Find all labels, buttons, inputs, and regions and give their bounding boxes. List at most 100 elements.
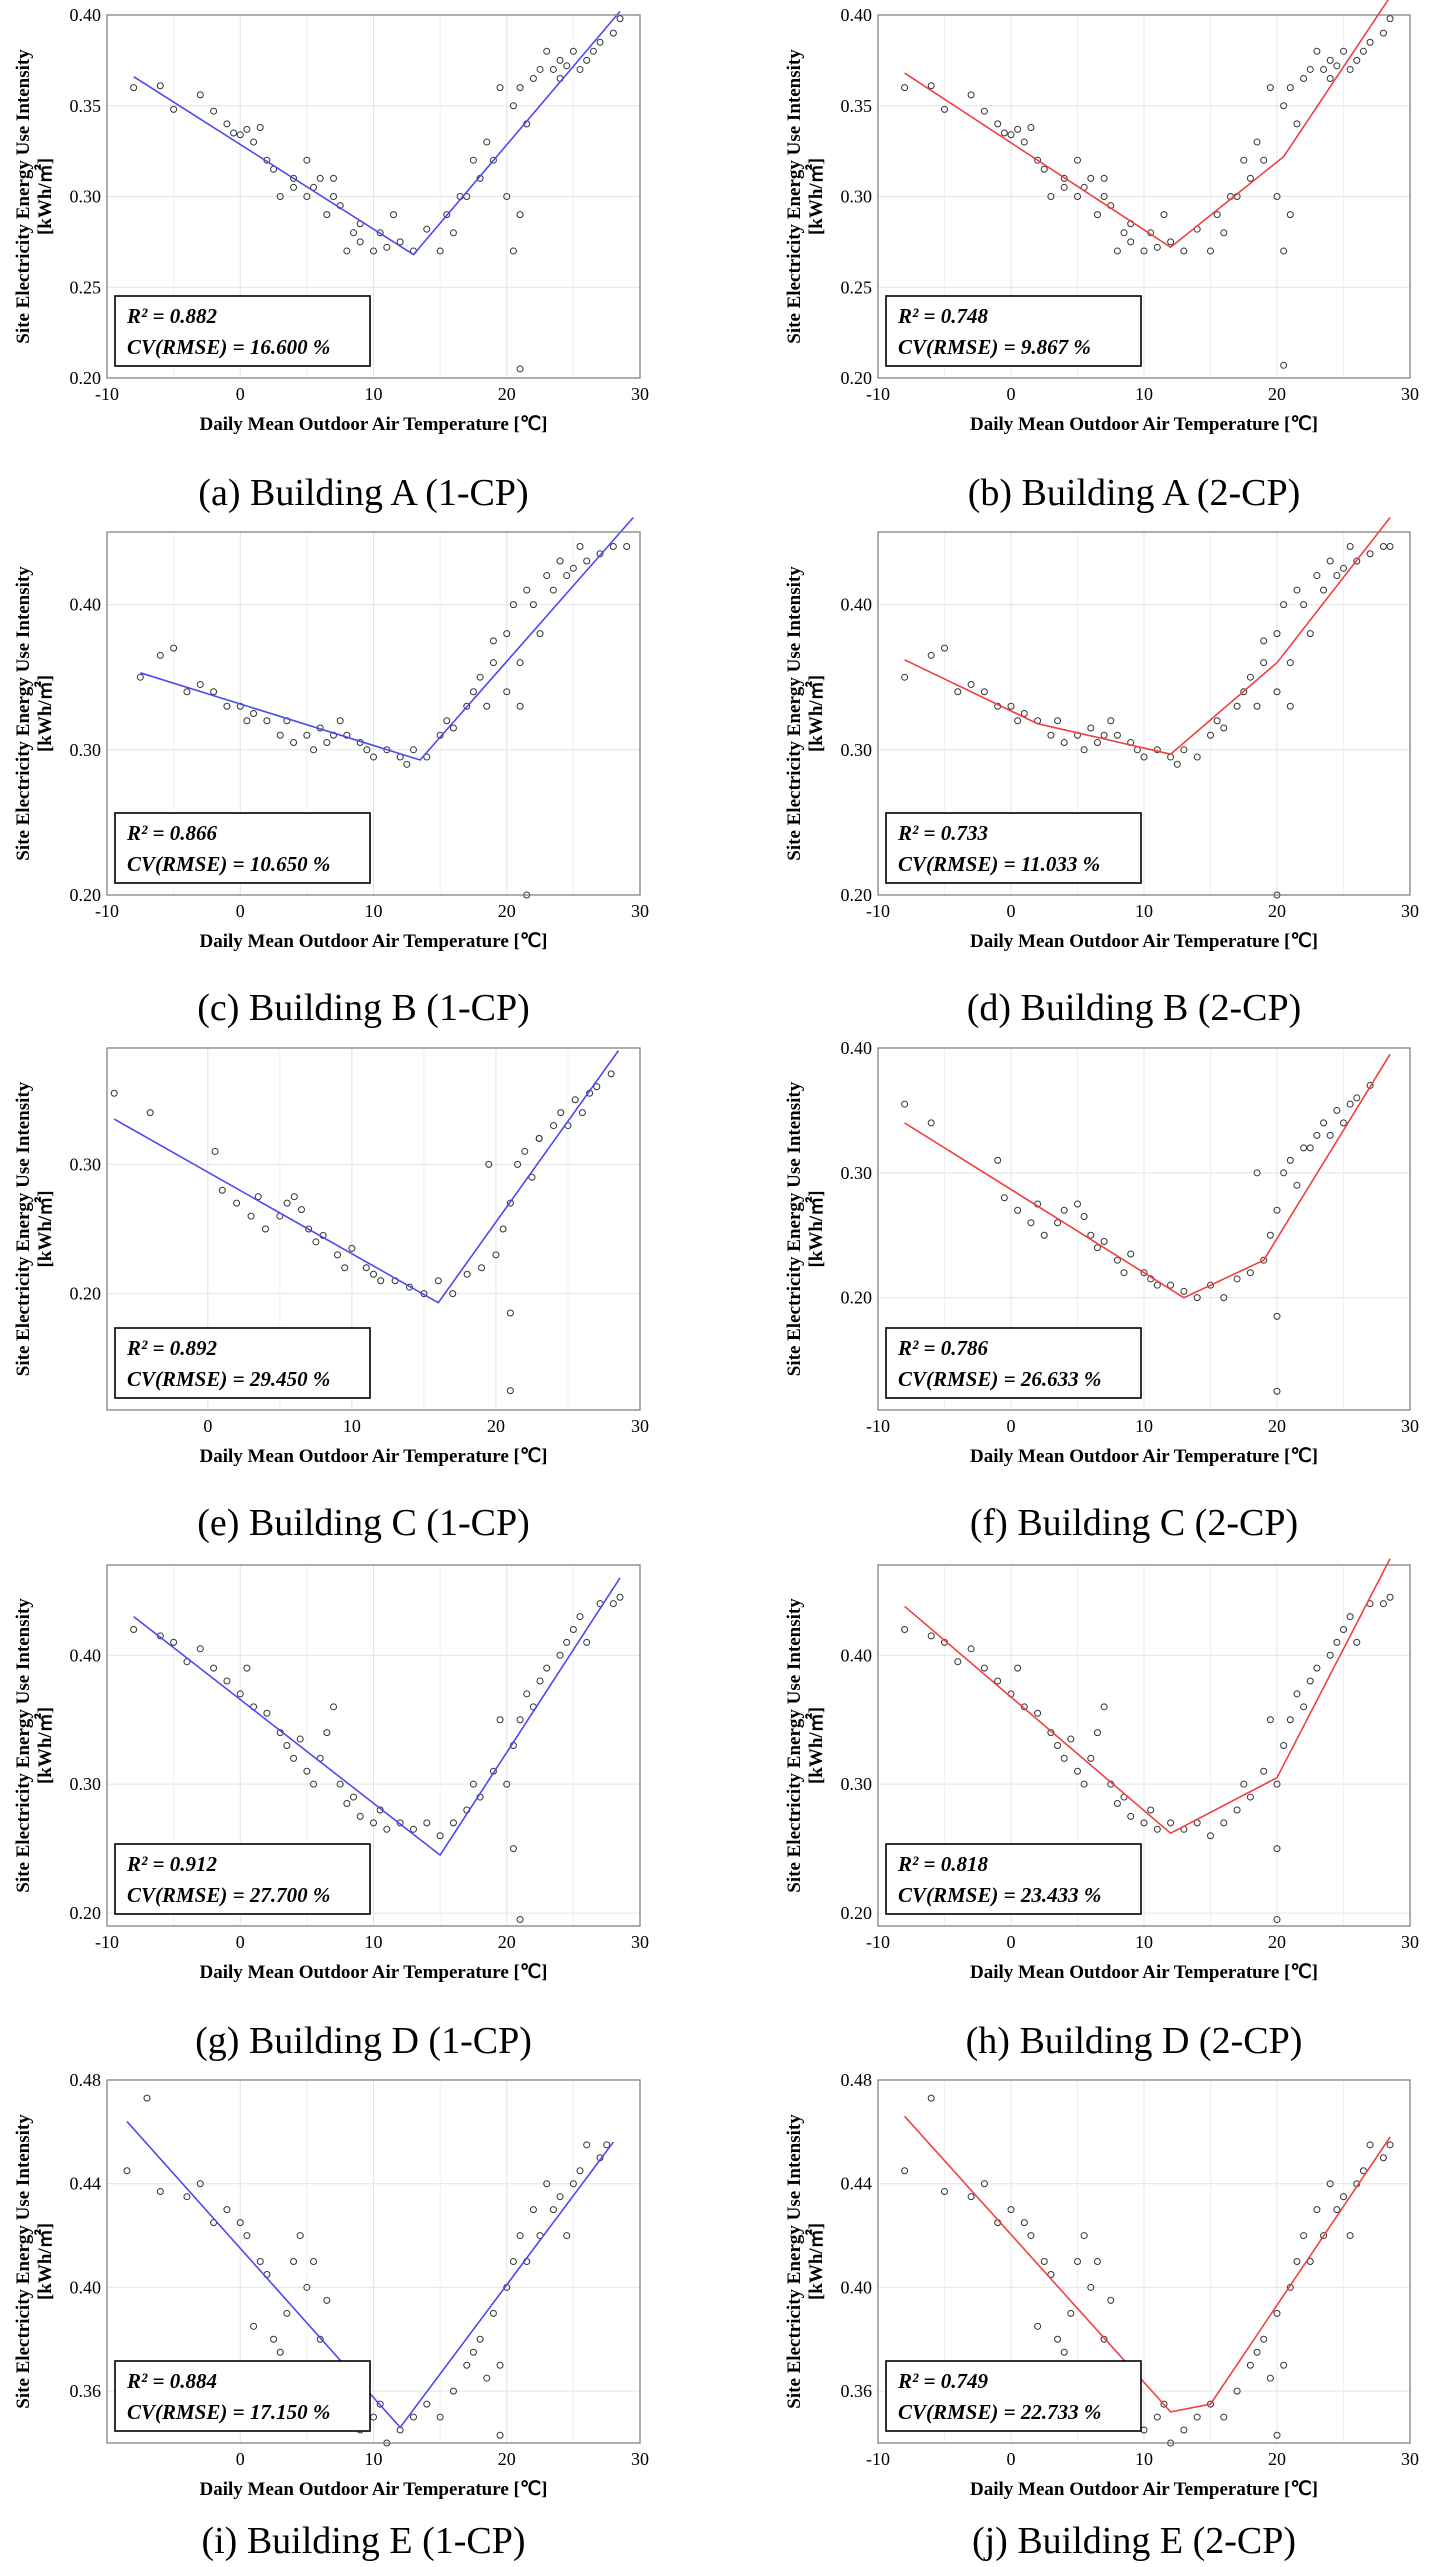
data-point [1180, 247, 1188, 255]
data-point [230, 129, 238, 137]
panel-caption: (e) Building C (1-CP) [197, 1502, 529, 1544]
x-axis-label: Daily Mean Outdoor Air Temperature [℃] [199, 1446, 547, 1467]
data-point [1074, 2258, 1081, 2265]
panel-caption: (c) Building B (1-CP) [197, 987, 529, 1029]
data-point [516, 211, 524, 219]
data-point [509, 247, 517, 255]
data-point [616, 1593, 624, 1601]
data-point [1286, 1716, 1294, 1724]
fit-line [126, 2120, 614, 2429]
data-point [1147, 1806, 1155, 1814]
data-point [1346, 1100, 1354, 1108]
data-point [596, 550, 604, 558]
y-tick-label: 0.20 [70, 368, 102, 388]
data-point [1107, 2296, 1115, 2304]
data-point [1273, 2309, 1281, 2317]
data-point [1180, 746, 1188, 754]
data-point [1100, 1237, 1108, 1245]
data-point [927, 2094, 935, 2102]
data-point [536, 1677, 544, 1685]
data-point [1167, 238, 1175, 246]
data-point [223, 2206, 231, 2214]
data-point [110, 1089, 118, 1097]
data-point [183, 2193, 191, 2201]
chart-panel: -10 0 10 20 30 0.20 0.30 0.40 Daily Mean Outdoor… [784, 1558, 1419, 2062]
data-point [323, 739, 331, 747]
fit-line [140, 516, 634, 761]
data-point [1340, 2193, 1347, 2201]
data-point [509, 601, 517, 609]
chart-panel: -10 0 10 20 30 0.20 0.25 0.30 0.35 0.40 Daily Mean… [784, 0, 1419, 514]
data-point [509, 1845, 517, 1853]
data-point [1207, 247, 1214, 255]
data-point [1060, 1754, 1068, 1762]
r-squared-label: R² = 0.818 [897, 1852, 989, 1876]
data-point [516, 2232, 524, 2240]
data-point [303, 1767, 311, 1775]
data-point [1027, 124, 1035, 132]
data-point [569, 2180, 577, 2188]
data-point [469, 688, 477, 696]
data-point [1107, 717, 1115, 725]
data-point [1240, 688, 1248, 696]
x-tick-label: 0 [203, 1416, 212, 1436]
data-point [583, 2141, 591, 2149]
y-tick-label: 0.40 [841, 1645, 873, 1665]
data-point [1353, 56, 1361, 64]
data-point [563, 1638, 571, 1646]
stats-box [885, 1843, 1142, 1915]
data-point [980, 688, 988, 696]
data-point [516, 1916, 524, 1924]
x-tick-label: 30 [631, 2449, 649, 2469]
data-point [1160, 211, 1168, 219]
data-point [583, 1638, 591, 1646]
data-point [543, 572, 551, 580]
data-point [1153, 1825, 1161, 1833]
data-point [496, 2431, 504, 2439]
r-squared-label: R² = 0.748 [897, 304, 989, 328]
data-point [1040, 165, 1048, 173]
data-point [521, 1147, 529, 1155]
y-tick-label: 0.30 [841, 740, 873, 760]
data-point [263, 1709, 271, 1717]
data-point [376, 2400, 384, 2408]
data-point [1100, 1703, 1108, 1711]
data-point [403, 760, 411, 768]
y-axis-label: Site Electricity Energy Use Intensity [784, 566, 805, 861]
data-point [330, 1703, 338, 1711]
data-point [341, 1264, 349, 1272]
data-point [1093, 2258, 1101, 2265]
data-point [196, 680, 204, 688]
data-point [967, 1645, 975, 1653]
data-point [1333, 62, 1341, 70]
cvrmse-label: CV(RMSE) = 17.150 % [127, 2400, 330, 2424]
data-point [323, 211, 331, 219]
data-point [516, 84, 524, 92]
data-point [1266, 84, 1274, 92]
data-point [1000, 129, 1008, 137]
data-point [243, 2232, 251, 2240]
y-tick-label: 0.40 [70, 595, 102, 615]
data-point [1074, 156, 1081, 164]
data-point [1087, 724, 1095, 732]
x-tick-label: 0 [236, 1932, 245, 1952]
data-point [623, 543, 631, 551]
x-tick-label: 30 [1401, 1416, 1419, 1436]
data-point [1366, 2141, 1374, 2149]
data-point [1260, 659, 1268, 667]
x-tick-label: -10 [95, 1932, 119, 1952]
data-point [196, 2180, 204, 2188]
fit-line [904, 517, 1391, 756]
data-point [1366, 38, 1374, 46]
data-point [503, 193, 511, 200]
data-point [377, 1277, 385, 1285]
data-point [1273, 1845, 1281, 1853]
data-point [276, 2348, 284, 2356]
data-point [156, 651, 164, 659]
x-tick-label: 30 [631, 1932, 649, 1952]
data-point [994, 120, 1002, 128]
data-point [170, 1638, 178, 1646]
data-point [1366, 1081, 1374, 1089]
stats-box [114, 1843, 371, 1915]
data-point [1379, 1600, 1387, 1608]
